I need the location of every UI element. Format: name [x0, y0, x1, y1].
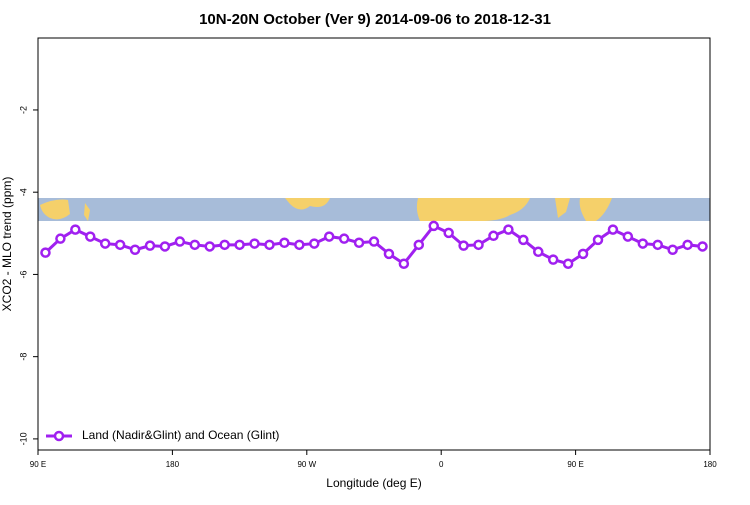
point: [40, 247, 51, 258]
chart-title: 10N-20N October (Ver 9) 2014-09-06 to 20…: [199, 11, 551, 28]
point: [428, 220, 439, 232]
point: [398, 258, 410, 269]
point: [189, 239, 201, 251]
point: [697, 241, 708, 252]
point: [144, 240, 156, 251]
point: [503, 224, 514, 235]
point: [338, 233, 350, 244]
plot-frame: [37, 37, 711, 451]
y-tick-label: -8: [18, 353, 28, 361]
point: [577, 248, 589, 260]
point: [413, 239, 425, 251]
point: [249, 238, 260, 249]
point: [70, 224, 81, 235]
point: [518, 234, 529, 246]
point: [607, 224, 619, 235]
x-tick-label: 90 W: [297, 460, 316, 469]
point: [204, 241, 215, 252]
y-tick-label: -10: [18, 432, 28, 445]
point: [458, 240, 469, 251]
point: [99, 238, 111, 249]
x-tick-label: 0: [439, 460, 444, 469]
point: [279, 237, 290, 249]
point: [368, 236, 380, 247]
point: [353, 237, 365, 249]
point: [174, 236, 186, 247]
legend-label: Land (Nadir&Glint) and Ocean (Glint): [82, 428, 279, 442]
point: [383, 248, 395, 260]
y-tick-label: -2: [18, 106, 28, 114]
y-tick-label: -4: [18, 188, 28, 196]
point: [533, 246, 544, 258]
point: [234, 239, 245, 251]
point: [309, 238, 320, 249]
y-tick-label: -6: [18, 270, 28, 278]
point: [219, 239, 230, 251]
point: [159, 241, 171, 252]
point: [294, 239, 305, 251]
point: [637, 238, 649, 249]
legend-marker: [53, 430, 65, 442]
point: [562, 258, 574, 269]
point: [264, 239, 275, 251]
point: [667, 244, 678, 256]
x-tick-label: 180: [166, 460, 180, 469]
x-tick-label: 180: [703, 460, 717, 469]
point: [323, 231, 335, 242]
point: [652, 239, 663, 251]
point: [473, 239, 484, 251]
point: [592, 234, 604, 246]
point: [443, 227, 454, 239]
x-axis-label: Longitude (deg E): [326, 476, 421, 490]
point: [488, 230, 499, 242]
point: [55, 233, 66, 244]
point: [85, 231, 96, 242]
point: [622, 231, 634, 242]
x-tick-label: 90 E: [30, 460, 46, 469]
y-axis-label: XCO2 - MLO trend (ppm): [0, 177, 14, 312]
point: [129, 244, 141, 256]
point: [114, 239, 126, 251]
map-strip: [38, 198, 710, 221]
x-tick-label: 90 E: [567, 460, 583, 469]
point: [682, 239, 693, 251]
point: [547, 254, 559, 265]
